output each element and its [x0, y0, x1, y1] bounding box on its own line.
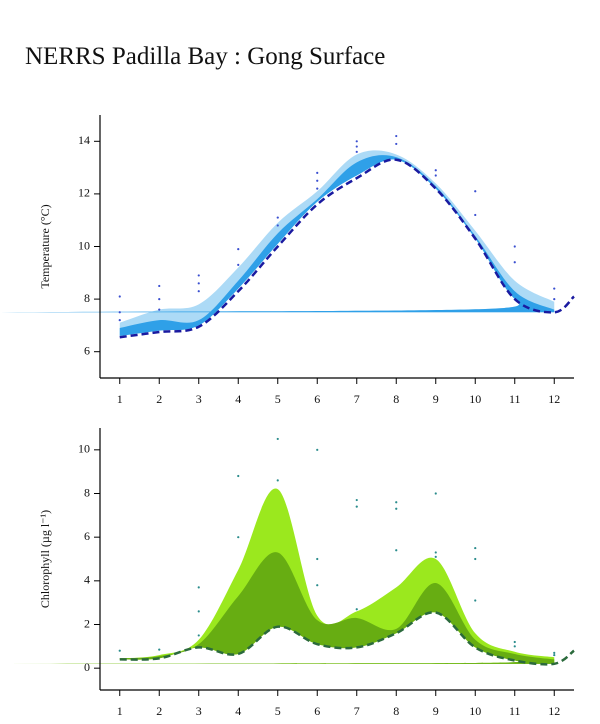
x-tick-label: 3 [196, 392, 202, 406]
observation-dot [395, 134, 398, 138]
x-tick-label: 11 [509, 392, 521, 406]
y-tick-label: 10 [78, 442, 90, 456]
observation-dot [355, 150, 358, 153]
observation-dot [474, 190, 477, 193]
observation-dot [513, 245, 516, 248]
y-tick-label: 6 [84, 529, 90, 543]
observation-dot [276, 224, 279, 227]
observation-dot [237, 248, 240, 251]
observation-dot [316, 557, 319, 561]
observation-dot [237, 536, 240, 539]
x-tick-label: 2 [156, 704, 162, 718]
observation-dot [355, 145, 358, 148]
observation-dot [513, 645, 516, 648]
observation-dot [118, 295, 121, 298]
observation-dot [434, 551, 437, 554]
observation-dot [316, 584, 319, 587]
observation-dot [395, 142, 398, 146]
y-tick-label: 10 [78, 238, 90, 252]
observation-dot [197, 634, 200, 637]
observation-dot [197, 610, 200, 613]
observation-dot [474, 557, 477, 561]
observation-dot [395, 501, 398, 504]
x-tick-label: 6 [314, 392, 320, 406]
observation-dot [158, 308, 161, 311]
observation-dot [474, 546, 477, 550]
y-tick-label: 0 [84, 660, 90, 674]
observation-dot [316, 179, 319, 182]
observation-dot [474, 599, 477, 602]
y-tick-label: 12 [78, 186, 90, 200]
x-tick-label: 1 [117, 704, 123, 718]
x-tick-label: 8 [393, 704, 399, 718]
observation-dot [553, 287, 556, 290]
x-tick-label: 6 [314, 704, 320, 718]
observation-dot [197, 282, 200, 285]
observation-dot [197, 586, 200, 589]
x-tick-label: 1 [117, 392, 123, 406]
observation-dot [553, 298, 556, 301]
observation-dot [355, 498, 358, 502]
observation-dot [158, 648, 161, 651]
x-tick-label: 5 [275, 704, 281, 718]
x-tick-label: 7 [354, 704, 360, 718]
observation-dot [395, 549, 398, 552]
x-tick-label: 11 [509, 704, 521, 718]
x-tick-label: 8 [393, 392, 399, 406]
observation-dot [434, 174, 437, 177]
observation-dot [434, 169, 437, 172]
x-tick-label: 4 [235, 392, 241, 406]
observation-dot [276, 479, 279, 482]
observation-dot [237, 263, 240, 267]
observation-dot [355, 140, 358, 143]
x-tick-label: 2 [156, 392, 162, 406]
y-tick-label: 6 [84, 343, 90, 357]
observation-dot [434, 492, 437, 495]
y-axis-label: Chlorophyll (µg l⁻¹) [38, 510, 52, 608]
y-tick-label: 2 [84, 616, 90, 630]
observation-dot [197, 290, 200, 293]
y-tick-label: 8 [84, 291, 90, 305]
y-tick-label: 14 [78, 133, 90, 147]
median-line [119, 158, 575, 339]
y-tick-label: 8 [84, 485, 90, 499]
x-tick-label: 5 [275, 392, 281, 406]
y-axis-label: Temperature (°C) [38, 204, 52, 288]
observation-dot [434, 555, 437, 558]
page-title: NERRS Padilla Bay : Gong Surface [25, 43, 385, 70]
x-tick-label: 9 [433, 392, 439, 406]
observation-dot [118, 649, 121, 652]
observation-dot [316, 171, 319, 174]
observation-dot [513, 261, 516, 264]
observation-dot [395, 507, 398, 510]
observation-dot [553, 651, 556, 654]
observation-dot [513, 640, 516, 644]
observation-dot [276, 437, 279, 441]
observation-dot [197, 274, 200, 277]
observation-dot [355, 608, 358, 611]
x-tick-label: 9 [433, 704, 439, 718]
band [0, 552, 555, 664]
x-tick-label: 12 [548, 704, 560, 718]
observation-dot [316, 187, 319, 190]
observation-dot [553, 653, 556, 657]
observation-dot [158, 284, 161, 288]
observation-dot [474, 213, 477, 217]
observation-dot [355, 505, 358, 508]
x-tick-label: 12 [548, 392, 560, 406]
observation-dot [276, 216, 279, 219]
median-line [119, 611, 575, 666]
x-tick-label: 7 [354, 392, 360, 406]
x-tick-label: 4 [235, 704, 241, 718]
observation-dot [237, 474, 240, 478]
observation-dot [118, 319, 121, 322]
x-tick-label: 10 [469, 392, 481, 406]
y-tick-label: 4 [84, 573, 90, 587]
observation-dot [118, 311, 121, 314]
observation-dot [316, 448, 319, 451]
x-tick-label: 10 [469, 704, 481, 718]
x-tick-label: 3 [196, 704, 202, 718]
observation-dot [158, 298, 161, 301]
